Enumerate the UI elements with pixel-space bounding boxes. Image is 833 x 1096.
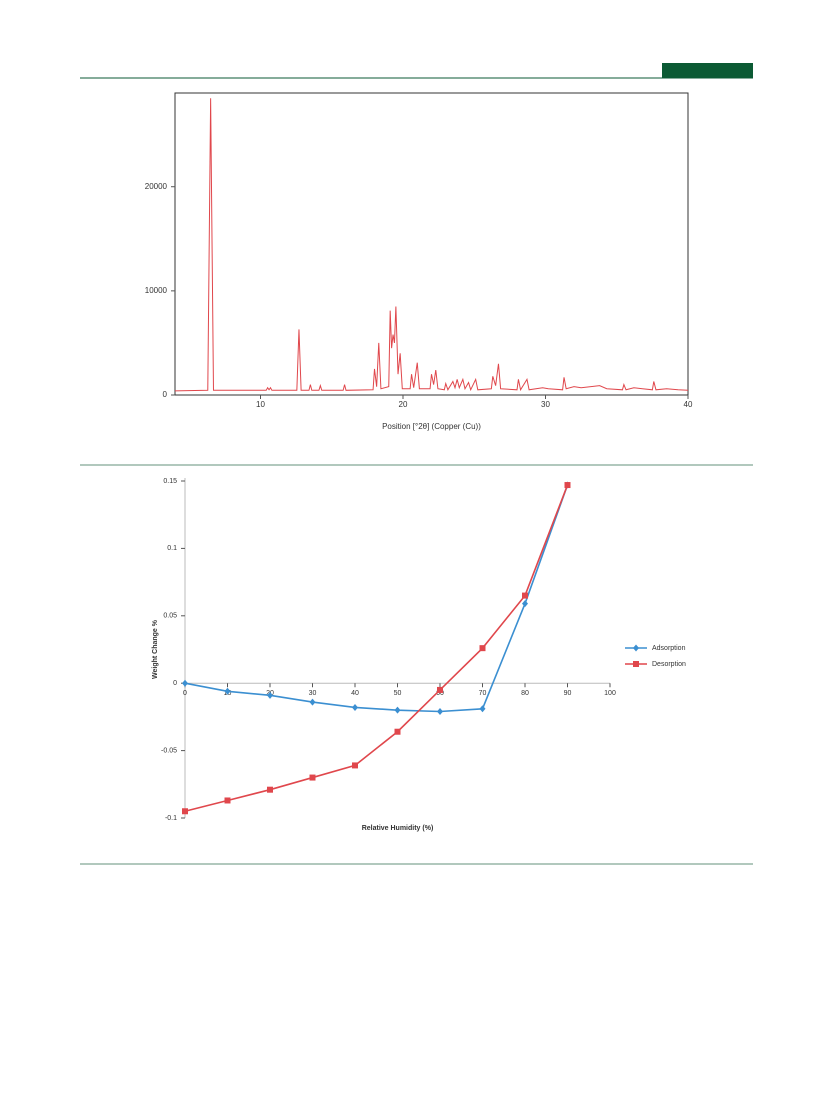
x-tick-label: 90 — [564, 690, 572, 697]
y-tick-label: 0.1 — [167, 545, 177, 552]
plot-frame — [174, 92, 689, 396]
y-tick-label: -0.1 — [165, 815, 177, 822]
data-point — [522, 600, 528, 608]
data-point — [352, 762, 358, 769]
x-axis-label: Relative Humidity (%) — [362, 825, 434, 832]
y-tick-label: 10000 — [145, 286, 168, 295]
x-tick-label: 50 — [394, 690, 402, 697]
x-tick-label: 40 — [351, 690, 359, 697]
data-point — [224, 687, 231, 695]
data-point — [394, 706, 401, 714]
data-line — [174, 98, 689, 392]
data-point — [309, 698, 316, 706]
legend-marker — [633, 644, 639, 652]
x-tick-label: 100 — [604, 690, 616, 697]
x-tick-label: 80 — [521, 690, 529, 697]
data-point — [267, 786, 273, 793]
legend-marker — [633, 661, 639, 667]
data-point — [267, 691, 273, 699]
data-point — [352, 703, 358, 711]
legend-label: Desorption — [652, 661, 686, 668]
x-tick-label: 0 — [183, 690, 187, 697]
data-point — [182, 679, 188, 687]
data-point — [182, 808, 188, 815]
x-tick-label: 30 — [309, 690, 317, 697]
legend-label: Adsorption — [652, 645, 686, 652]
header-tab — [662, 63, 753, 78]
data-point — [522, 592, 528, 599]
y-tick-label: 20000 — [145, 182, 168, 191]
x-tick-label: 40 — [684, 400, 693, 409]
data-point — [394, 728, 401, 735]
y-tick-label: 0 — [173, 680, 177, 687]
y-tick-label: 0.15 — [163, 478, 177, 485]
x-tick-label: 30 — [541, 400, 550, 409]
y-axis-label: Weight Change % — [152, 619, 159, 679]
x-tick-label: 70 — [479, 690, 487, 697]
x-tick-label: 10 — [256, 400, 265, 409]
x-axis-label: Position [°2θ] (Copper (Cu)) — [382, 422, 481, 431]
y-tick-label: 0 — [163, 390, 168, 399]
data-line — [184, 484, 569, 813]
y-tick-label: 0.05 — [163, 613, 177, 620]
x-tick-label: 20 — [399, 400, 408, 409]
data-point — [437, 708, 443, 716]
data-point — [479, 645, 486, 652]
data-point — [564, 482, 571, 489]
data-point — [479, 705, 486, 713]
data-point — [224, 797, 231, 804]
y-tick-label: -0.05 — [161, 747, 177, 754]
data-point — [437, 686, 443, 693]
data-point — [309, 774, 316, 781]
data-line — [184, 484, 569, 713]
x-tick-label: 60 — [436, 690, 444, 697]
